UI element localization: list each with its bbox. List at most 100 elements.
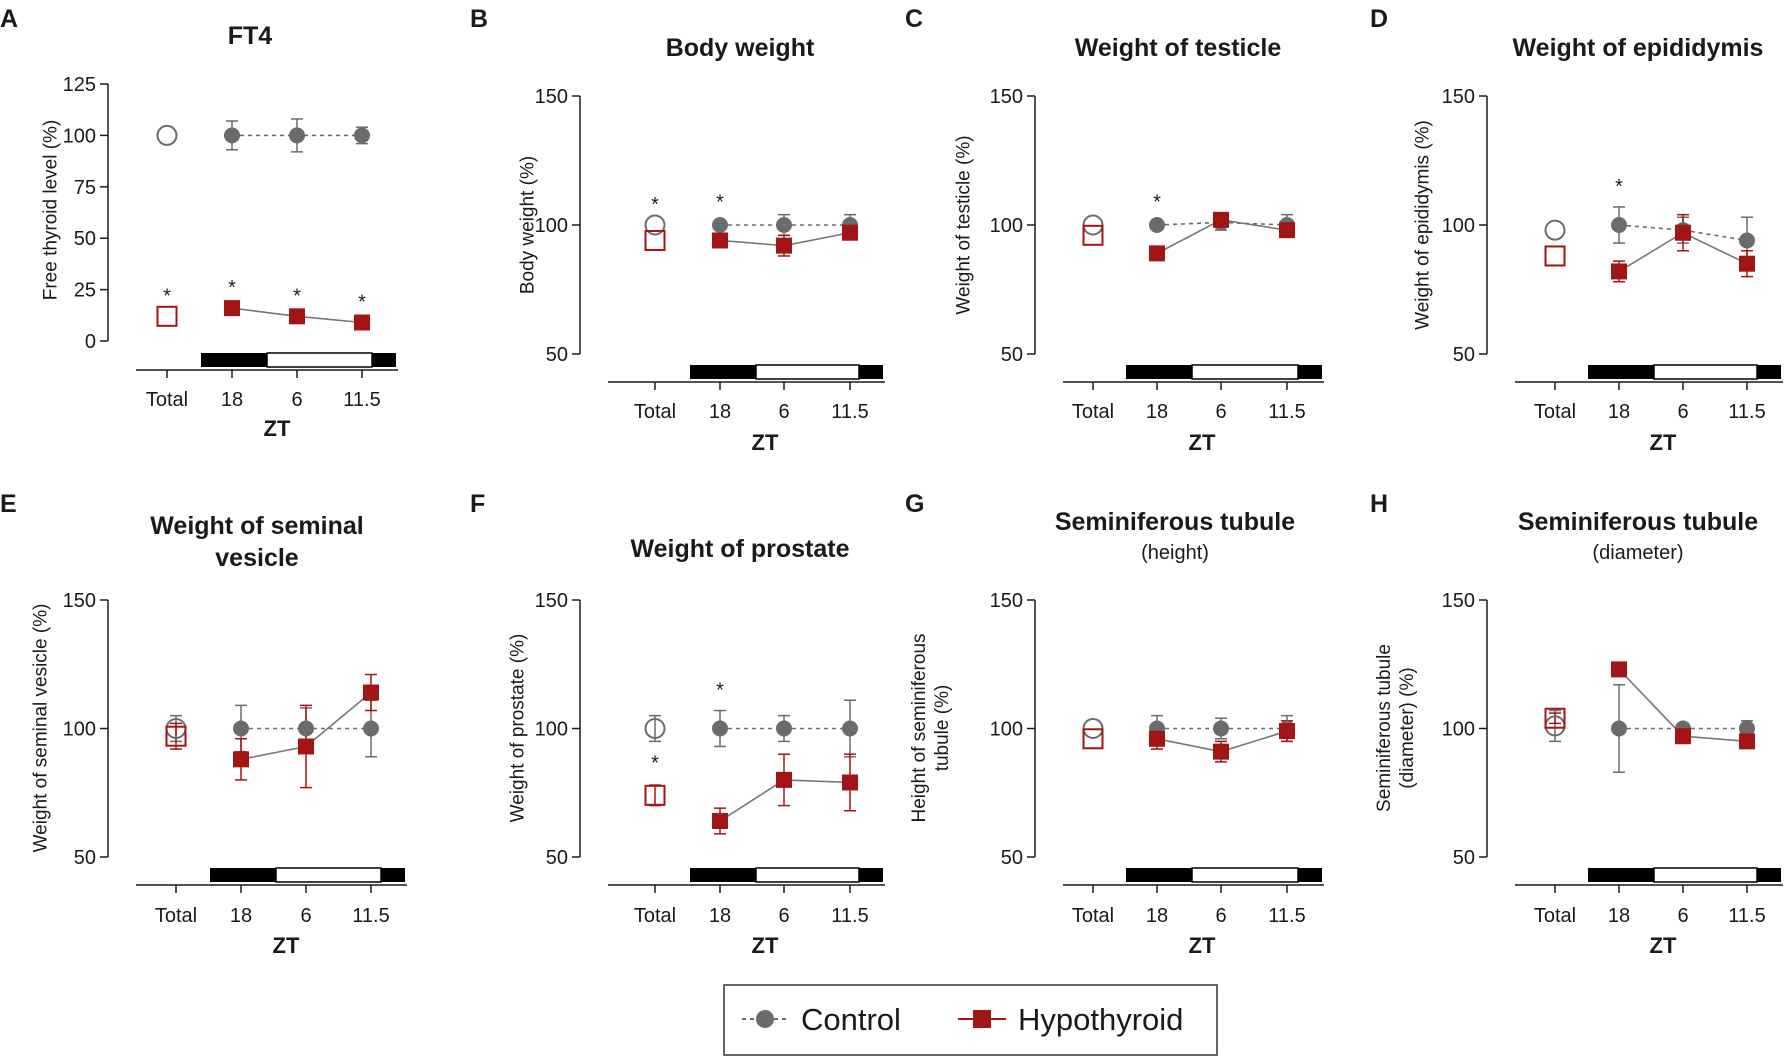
panel-f: F Weight of prostate Weight of prostate (%… — [470, 490, 885, 958]
panel-h-hypothyroid-point — [1739, 733, 1755, 750]
panel-f-control-point — [776, 720, 792, 737]
panel-g-x-tick-label: 6 — [1215, 905, 1226, 927]
panel-h-ylabel-line: Seminiferous tubule — [1374, 644, 1395, 812]
panel-f-x-tick-label: Total — [634, 905, 676, 927]
panel-f-x-tick-label: 11.5 — [831, 905, 868, 927]
panel-b-title: Body weight — [666, 34, 815, 62]
panel-d-control-point — [1739, 232, 1755, 249]
panel-d-hypothyroid-point — [1611, 263, 1627, 280]
panel-c-title: Weight of testicle — [1075, 34, 1282, 62]
panel-a-control-point — [224, 127, 240, 144]
panel-f-x-tick-label: 6 — [778, 905, 789, 927]
panel-b-hypothyroid-total-marker — [644, 229, 666, 251]
panel-g-y-tick-label: 50 — [1001, 847, 1023, 869]
panel-h-x-tick-label: Total — [1534, 905, 1576, 927]
panel-a-significance-star: * — [163, 285, 171, 307]
panel-f-control-total-marker — [644, 718, 666, 739]
panel-a-x-tick-label: 11.5 — [343, 389, 380, 411]
panel-c-letter: C — [905, 5, 923, 33]
panel-b-x-tick-label: 18 — [709, 401, 731, 423]
panel-b-y-tick-label: 150 — [535, 86, 568, 108]
panel-a-ylabel: Free thyroid level (%) — [41, 120, 62, 301]
panel-e-letter: E — [0, 490, 17, 518]
panel-b-light-period — [755, 364, 860, 380]
panel-f-ylabel: Weight of prostate (%) — [508, 634, 529, 823]
panel-g-light-period — [1191, 867, 1299, 883]
legend-hypothyroid-marker — [973, 1010, 991, 1028]
panel-b-significance-star: * — [651, 194, 659, 216]
panel-g-letter: G — [905, 490, 924, 518]
panel-f-ylabel-line: Weight of prostate (%) — [508, 634, 529, 823]
panel-c-hypothyroid-total-marker — [1082, 224, 1104, 246]
panel-g-ylabel-line: Height of seminiferous — [909, 633, 930, 822]
panel-c-light-period — [1191, 364, 1299, 380]
panel-b-x-tick-label: 11.5 — [831, 401, 868, 423]
legend: Control Hypothyroid — [723, 984, 1218, 1056]
panel-a-dark-period — [201, 353, 267, 367]
panel-h-y-tick-label: 50 — [1453, 847, 1475, 869]
panel-h-dark-period — [1757, 868, 1781, 882]
panel-a-ylabel-line: Free thyroid level (%) — [41, 120, 62, 301]
panel-g-x-tick-label: 11.5 — [1268, 905, 1305, 927]
panel-c-hypothyroid-point — [1149, 245, 1165, 262]
panel-f-y-tick-label: 100 — [535, 719, 568, 741]
panel-e-ylabel-line: Weight of seminal vesicle (%) — [31, 604, 52, 853]
panel-a-control-total-marker — [156, 124, 178, 146]
panel-d-control-total-marker — [1544, 219, 1566, 241]
panel-g: G Seminiferous tubule (height) Height of se… — [905, 490, 1324, 958]
panel-h-x-tick-label: 11.5 — [1728, 905, 1765, 927]
panel-g-subtitle: (height) — [1141, 542, 1209, 564]
panel-a-control-point — [354, 127, 370, 144]
panel-c-control-point — [1149, 217, 1165, 233]
panel-g-x-tick-label: 18 — [1146, 905, 1168, 927]
panel-d-hypothyroid-point — [1739, 255, 1755, 272]
panel-b-dark-period — [859, 365, 883, 379]
panel-h-subtitle: (diameter) — [1592, 542, 1683, 564]
panel-f-x-tick-label: 18 — [709, 905, 731, 927]
panel-f-significance-star: * — [651, 752, 659, 774]
panel-h-y-tick-label: 150 — [1442, 590, 1475, 612]
panel-b-dark-period — [690, 365, 756, 379]
panel-g-ylabel: Height of seminiferoustubule (%) — [909, 633, 953, 822]
panel-d-x-label: ZT — [1650, 430, 1677, 455]
panel-g-control-point — [1213, 720, 1229, 737]
panel-d-x-tick-label: Total — [1534, 401, 1576, 423]
panel-d-y-tick-label: 150 — [1442, 86, 1475, 108]
panel-a-letter: A — [0, 5, 18, 33]
panel-f-dark-period — [690, 868, 756, 882]
panel-a-significance-star: * — [358, 291, 366, 313]
panel-a-y-tick-label: 125 — [63, 74, 96, 96]
panel-d-dark-period — [1588, 365, 1654, 379]
panel-h-letter: H — [1370, 490, 1388, 518]
panel-a-y-tick-label: 25 — [74, 280, 96, 302]
panel-g-hypothyroid-point — [1279, 723, 1295, 740]
panel-b-x-tick-label: 6 — [778, 401, 789, 423]
panel-f-hypothyroid-point — [776, 771, 792, 788]
panel-e-control-point — [363, 720, 379, 737]
panel-f-significance-star: * — [716, 680, 724, 702]
panel-h-x-tick-label: 18 — [1608, 905, 1630, 927]
panel-a: A FT4 Free thyroid level (%) 0 25 50 75 100 125 T… — [0, 5, 398, 441]
panel-a-significance-star: * — [228, 277, 236, 299]
panel-g-x-label: ZT — [1189, 933, 1216, 958]
panel-b-control-total-marker — [644, 214, 666, 236]
panel-a-hypothyroid-point — [224, 300, 240, 317]
panel-d-x-tick-label: 6 — [1677, 401, 1688, 423]
panel-c-y-tick-label: 100 — [990, 215, 1023, 237]
panel-h-control-point — [1739, 720, 1755, 737]
panel-e-y-tick-label: 100 — [63, 719, 96, 741]
panel-b-ylabel: Body weight (%) — [518, 156, 539, 294]
panel-h-x-label: ZT — [1650, 933, 1677, 958]
panel-e-light-period — [275, 867, 382, 883]
panel-f-control-point — [712, 720, 728, 737]
panel-f-hypothyroid-point — [842, 774, 858, 791]
panel-h-ylabel-line: (diameter) (%) — [1397, 667, 1418, 788]
panel-d-ylabel-line: Weight of epididymis (%) — [1413, 120, 1434, 330]
panel-b-hypothyroid-point — [776, 237, 792, 254]
panel-h-x-tick-label: 6 — [1677, 905, 1688, 927]
panel-c-dark-period — [1298, 365, 1322, 379]
panel-b-letter: B — [470, 5, 488, 33]
panel-b: B Body weight Body weight (%) 50 100 150 Total… — [470, 5, 885, 455]
panel-e-control-point — [298, 720, 314, 737]
panel-d-dark-period — [1757, 365, 1781, 379]
